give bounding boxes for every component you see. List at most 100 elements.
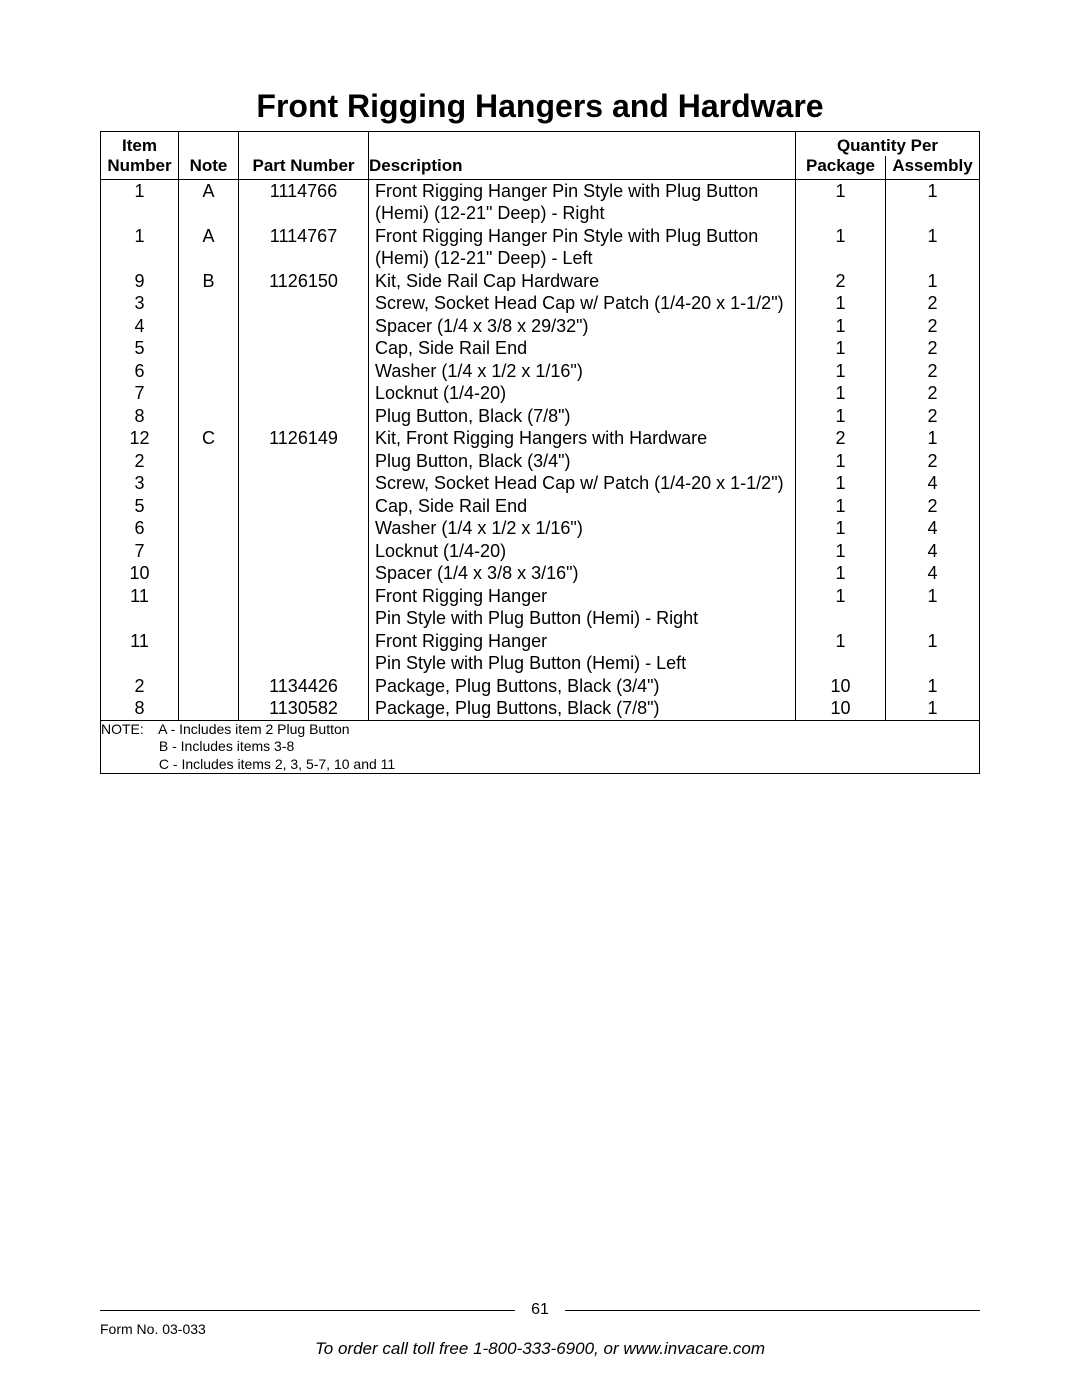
cell-item: 7 [101,540,179,563]
header-desc-blank [369,132,796,157]
header-note: Note [179,156,239,179]
cell-note [179,315,239,338]
table-row: 6Washer (1/4 x 1/2 x 1/16")14 [101,517,980,540]
page-number-line: 61 [100,1301,980,1319]
table-body: 1A1114766Front Rigging Hanger Pin Style … [101,179,980,720]
cell-note [179,360,239,383]
cell-description: Front Rigging Hanger Pin Style with Plug… [369,179,796,225]
cell-part [239,630,369,675]
cell-assembly: 2 [886,495,980,518]
cell-part [239,495,369,518]
cell-package: 1 [796,630,886,675]
cell-assembly: 2 [886,405,980,428]
table-row: 1A1114767Front Rigging Hanger Pin Style … [101,225,980,270]
cell-description: Package, Plug Buttons, Black (3/4") [369,675,796,698]
parts-table: Item Quantity Per Number Note Part Numbe… [100,131,980,774]
cell-package: 1 [796,179,886,225]
cell-description: Locknut (1/4-20) [369,540,796,563]
cell-part: 1126150 [239,270,369,293]
cell-item: 8 [101,405,179,428]
cell-part [239,450,369,473]
cell-description: Front Rigging Hanger Pin Style with Plug… [369,225,796,270]
header-assembly: Assembly [886,156,980,179]
cell-package: 10 [796,675,886,698]
cell-assembly: 1 [886,630,980,675]
cell-assembly: 1 [886,697,980,720]
order-line: To order call toll free 1-800-333-6900, … [100,1339,980,1359]
cell-note: A [179,225,239,270]
cell-assembly: 1 [886,270,980,293]
cell-part: 1114767 [239,225,369,270]
cell-package: 10 [796,697,886,720]
cell-description: Cap, Side Rail End [369,495,796,518]
cell-package: 1 [796,405,886,428]
cell-description: Cap, Side Rail End [369,337,796,360]
cell-package: 1 [796,472,886,495]
cell-assembly: 4 [886,540,980,563]
cell-note [179,697,239,720]
cell-note: C [179,427,239,450]
cell-item: 1 [101,225,179,270]
table-row: 8 Plug Button, Black (7/8")12 [101,405,980,428]
cell-part [239,292,369,315]
header-desc: Description [369,156,796,179]
cell-item: 1 [101,179,179,225]
cell-item: 2 [101,675,179,698]
cell-package: 2 [796,427,886,450]
table-row: 9B1126150Kit, Side Rail Cap Hardware21 [101,270,980,293]
table-row: 7 Locknut (1/4-20)14 [101,540,980,563]
cell-description: Screw, Socket Head Cap w/ Patch (1/4-20 … [369,292,796,315]
cell-note [179,675,239,698]
cell-assembly: 1 [886,675,980,698]
cell-part [239,540,369,563]
cell-item: 2 [101,450,179,473]
cell-note [179,630,239,675]
cell-assembly: 4 [886,517,980,540]
table-row: 7Locknut (1/4-20)12 [101,382,980,405]
cell-note [179,292,239,315]
cell-description: Kit, Side Rail Cap Hardware [369,270,796,293]
cell-note [179,472,239,495]
cell-package: 1 [796,585,886,630]
note-a: A - Includes item 2 Plug Button [158,721,349,737]
cell-description: Washer (1/4 x 1/2 x 1/16") [369,360,796,383]
cell-note [179,585,239,630]
cell-note [179,540,239,563]
table-row: 6Washer (1/4 x 1/2 x 1/16")12 [101,360,980,383]
table-row: 10Spacer (1/4 x 3/8 x 3/16")14 [101,562,980,585]
table-row: 21134426Package, Plug Buttons, Black (3/… [101,675,980,698]
header-part-blank [239,132,369,157]
cell-item: 9 [101,270,179,293]
header-part: Part Number [239,156,369,179]
cell-part [239,517,369,540]
cell-package: 1 [796,225,886,270]
cell-package: 1 [796,315,886,338]
cell-package: 1 [796,337,886,360]
cell-description: Plug Button, Black (7/8") [369,405,796,428]
cell-assembly: 4 [886,472,980,495]
table-row: 5Cap, Side Rail End12 [101,495,980,518]
header-item-line2: Number [101,156,179,179]
cell-description: Locknut (1/4-20) [369,382,796,405]
table-row: 1A1114766Front Rigging Hanger Pin Style … [101,179,980,225]
cell-description: Front Rigging HangerPin Style with Plug … [369,585,796,630]
cell-note [179,517,239,540]
cell-assembly: 2 [886,337,980,360]
table-row: 3Screw, Socket Head Cap w/ Patch (1/4-20… [101,472,980,495]
cell-assembly: 2 [886,315,980,338]
cell-item: 5 [101,495,179,518]
cell-package: 1 [796,540,886,563]
cell-part [239,315,369,338]
cell-item: 5 [101,337,179,360]
page-title: Front Rigging Hangers and Hardware [100,88,980,125]
table-row: 11Front Rigging HangerPin Style with Plu… [101,630,980,675]
cell-part [239,472,369,495]
header-note-blank [179,132,239,157]
cell-description: Spacer (1/4 x 3/8 x 29/32") [369,315,796,338]
cell-item: 6 [101,517,179,540]
table-row: 4Spacer (1/4 x 3/8 x 29/32")12 [101,315,980,338]
cell-assembly: 2 [886,450,980,473]
cell-note [179,562,239,585]
cell-part [239,585,369,630]
cell-item: 10 [101,562,179,585]
